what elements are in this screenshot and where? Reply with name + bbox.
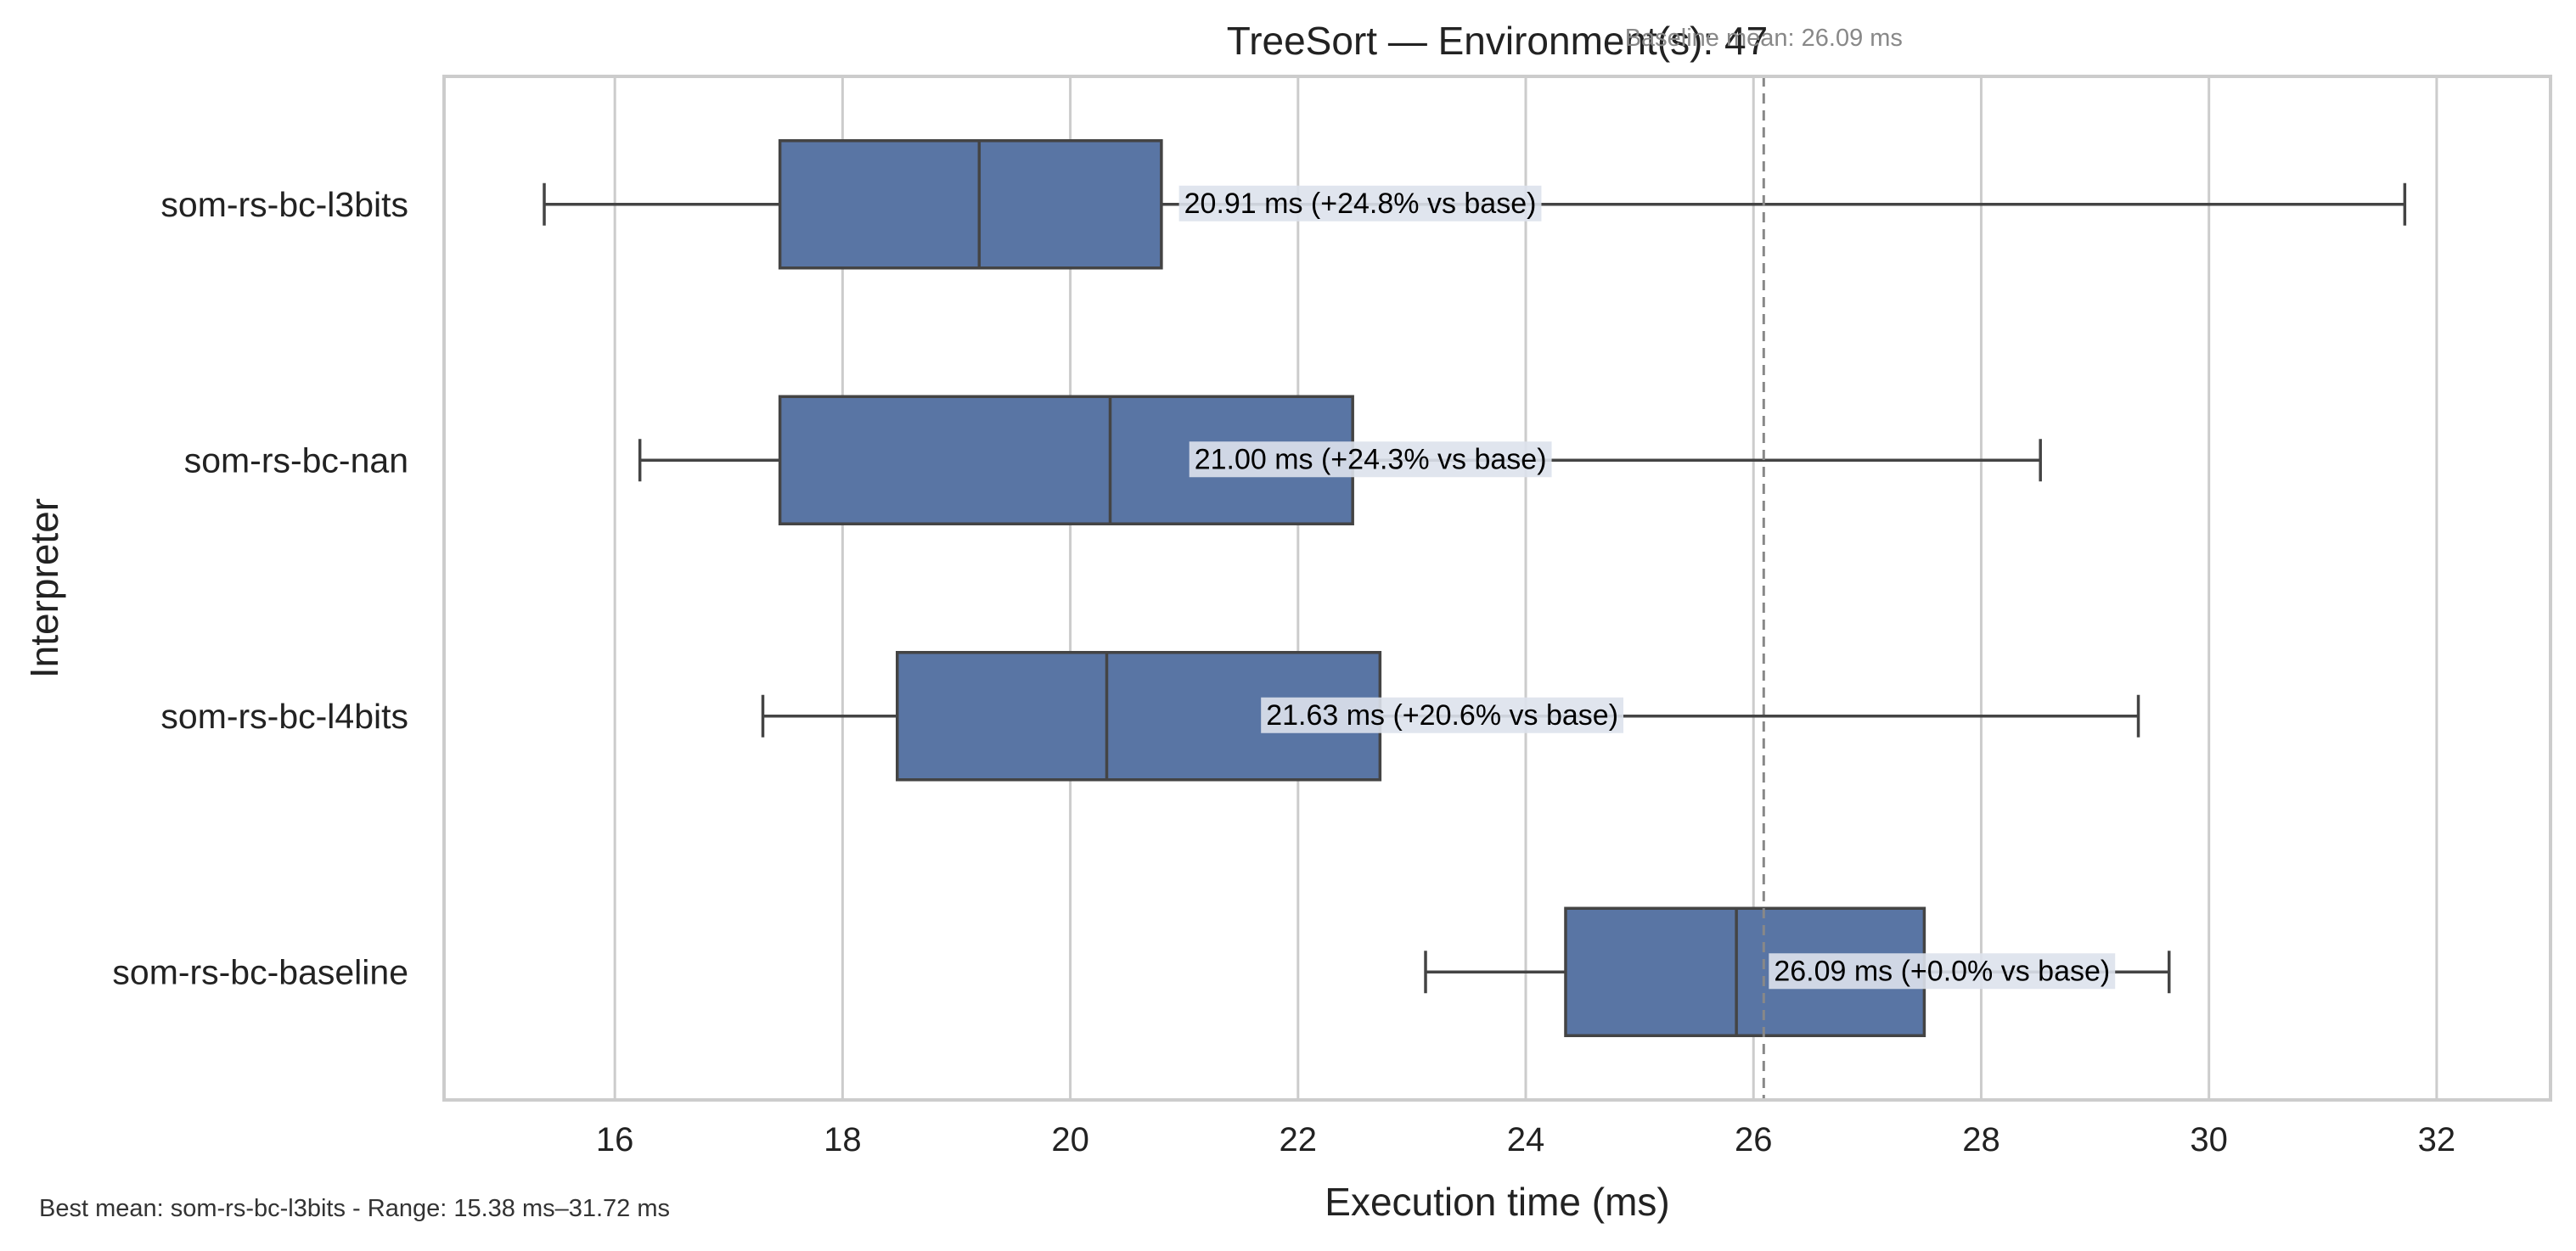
x-tick-label: 30 bbox=[2190, 1121, 2228, 1158]
x-axis-label: Execution time (ms) bbox=[1325, 1180, 1669, 1224]
annotation-label: 20.91 ms (+24.8% vs base) bbox=[1184, 188, 1537, 220]
y-tick-label: som-rs-bc-baseline bbox=[112, 952, 408, 991]
x-tick-label: 16 bbox=[596, 1121, 634, 1158]
annotation-background bbox=[1769, 953, 2116, 990]
baseline-mean-label: Baseline mean: 26.09 ms bbox=[1625, 25, 1903, 52]
x-tick-label: 26 bbox=[1735, 1121, 1773, 1158]
mean-annotation: 26.09 ms (+0.0% vs base) bbox=[1769, 953, 2116, 990]
x-tick-labels: 16 18 20 22 24 26 28 30 32 bbox=[596, 1121, 2455, 1158]
footer-summary: Best mean: som-rs-bc-l3bits - Range: 15.… bbox=[39, 1195, 671, 1222]
mean-annotation: 20.91 ms (+24.8% vs base) bbox=[1178, 185, 1542, 222]
y-tick-label: som-rs-bc-l3bits bbox=[160, 185, 408, 224]
x-tick-label: 28 bbox=[1962, 1121, 2000, 1158]
chart-title: TreeSort — Environment(s): 47 bbox=[1227, 19, 1768, 63]
y-tick-labels: som-rs-bc-l3bits som-rs-bc-nan som-rs-bc-l… bbox=[112, 185, 408, 992]
annotation-background bbox=[1189, 441, 1552, 478]
x-tick-label: 22 bbox=[1280, 1121, 1318, 1158]
mean-annotation: 21.63 ms (+20.6% vs base) bbox=[1261, 697, 1624, 733]
iqr-box bbox=[896, 651, 1382, 782]
x-tick-label: 18 bbox=[824, 1121, 862, 1158]
mean-annotation: 21.00 ms (+24.3% vs base) bbox=[1189, 441, 1552, 478]
mean-annotations: 20.91 ms (+24.8% vs base) 21.00 ms (+24.3… bbox=[1178, 185, 2116, 990]
annotation-background bbox=[1178, 185, 1542, 222]
annotation-label: 21.63 ms (+20.6% vs base) bbox=[1266, 699, 1618, 732]
y-axis-label: Interpreter bbox=[22, 498, 66, 678]
iqr-box bbox=[778, 139, 1163, 270]
annotation-background bbox=[1261, 697, 1624, 733]
y-tick-label: som-rs-bc-nan bbox=[184, 440, 408, 480]
box-series bbox=[543, 139, 2407, 1037]
y-tick-label: som-rs-bc-l4bits bbox=[160, 697, 408, 736]
plot-frame bbox=[442, 75, 2552, 1102]
x-tick-label: 20 bbox=[1051, 1121, 1089, 1158]
x-tick-label: 32 bbox=[2418, 1121, 2456, 1158]
x-tick-label: 24 bbox=[1507, 1121, 1545, 1158]
annotation-label: 21.00 ms (+24.3% vs base) bbox=[1195, 443, 1547, 475]
annotation-label: 26.09 ms (+0.0% vs base) bbox=[1774, 955, 2110, 987]
